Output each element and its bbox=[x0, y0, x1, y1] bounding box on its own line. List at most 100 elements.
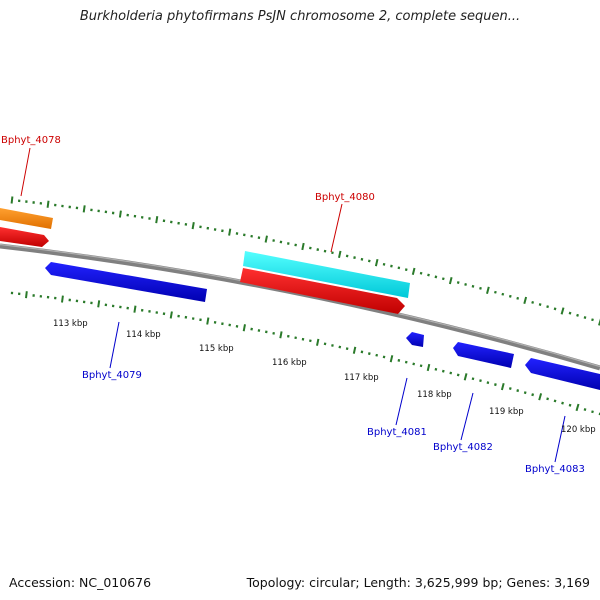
major-tick bbox=[560, 307, 565, 315]
major-tick bbox=[538, 393, 543, 401]
minor-tick bbox=[272, 331, 275, 335]
major-tick bbox=[169, 311, 173, 319]
label-bphyt-4079[interactable]: Bphyt_4079 bbox=[82, 370, 142, 381]
label-bphyt-4078[interactable]: Bphyt_4078 bbox=[1, 135, 61, 146]
minor-tick bbox=[404, 268, 408, 272]
major-tick bbox=[301, 242, 305, 251]
major-tick bbox=[46, 200, 50, 208]
major-tick bbox=[500, 382, 505, 391]
minor-tick bbox=[546, 305, 549, 309]
gene-bphyt-4080[interactable] bbox=[240, 268, 405, 314]
minor-tick bbox=[568, 403, 572, 407]
leader-bphyt-4082 bbox=[460, 392, 474, 441]
minor-tick bbox=[272, 239, 275, 242]
minor-tick bbox=[250, 234, 253, 238]
minor-tick bbox=[456, 281, 460, 284]
gene-orange-feature[interactable] bbox=[0, 208, 53, 229]
major-tick bbox=[133, 305, 137, 313]
scale-label: 114 kbp bbox=[126, 330, 161, 340]
minor-tick bbox=[479, 379, 482, 383]
major-tick bbox=[575, 403, 580, 412]
major-tick bbox=[279, 331, 283, 339]
minor-tick bbox=[360, 350, 364, 354]
outer-tick-track bbox=[10, 196, 600, 326]
major-tick bbox=[374, 258, 379, 267]
minor-tick bbox=[464, 283, 467, 286]
leader-bphyt-4081 bbox=[395, 377, 408, 426]
gene-bphyt-4082[interactable] bbox=[453, 342, 514, 368]
major-tick bbox=[426, 363, 431, 372]
major-tick bbox=[118, 210, 122, 218]
major-tick bbox=[25, 291, 28, 299]
major-tick bbox=[10, 196, 14, 204]
minor-tick bbox=[390, 264, 393, 268]
minor-tick bbox=[591, 410, 594, 414]
minor-tick bbox=[516, 296, 520, 300]
topology-text: Topology: circular; Length: 3,625,999 bp… bbox=[246, 575, 590, 590]
minor-tick bbox=[397, 358, 401, 362]
minor-tick bbox=[345, 347, 349, 351]
label-bphyt-4082[interactable]: Bphyt_4082 bbox=[433, 442, 493, 453]
gene-bphyt-4079[interactable] bbox=[45, 262, 207, 302]
label-bphyt-4081[interactable]: Bphyt_4081 bbox=[367, 427, 427, 438]
minor-tick bbox=[449, 371, 453, 375]
major-tick bbox=[97, 300, 101, 308]
minor-tick bbox=[553, 307, 557, 311]
gene-cyan-feature[interactable] bbox=[243, 251, 410, 298]
minor-tick bbox=[508, 387, 512, 390]
minor-tick bbox=[441, 369, 445, 373]
minor-tick bbox=[309, 339, 312, 343]
minor-tick bbox=[279, 240, 283, 244]
minor-tick bbox=[456, 373, 460, 377]
minor-tick bbox=[427, 273, 430, 277]
minor-tick bbox=[568, 311, 572, 315]
minor-tick bbox=[375, 353, 379, 357]
major-tick bbox=[448, 276, 453, 285]
minor-tick bbox=[516, 389, 520, 393]
major-tick bbox=[352, 346, 357, 354]
scale-label: 116 kbp bbox=[272, 358, 307, 368]
minor-tick bbox=[546, 397, 549, 401]
minor-tick bbox=[486, 381, 490, 385]
minor-tick bbox=[397, 266, 401, 270]
minor-tick bbox=[494, 383, 497, 387]
scale-label: 117 kbp bbox=[344, 373, 379, 383]
minor-tick bbox=[494, 290, 497, 294]
minor-tick bbox=[382, 262, 386, 266]
scale-label: 115 kbp bbox=[199, 344, 234, 354]
gene-bphyt-4083[interactable] bbox=[525, 358, 600, 390]
minor-tick bbox=[323, 342, 327, 346]
label-bphyt-4083[interactable]: Bphyt_4083 bbox=[525, 464, 585, 475]
major-tick bbox=[155, 216, 159, 224]
gene-bphyt-4081[interactable] bbox=[406, 332, 424, 347]
major-tick bbox=[206, 317, 210, 325]
minor-tick bbox=[345, 254, 349, 258]
minor-tick bbox=[583, 408, 587, 411]
leader-bphyt-4079 bbox=[109, 321, 120, 369]
minor-tick bbox=[257, 329, 261, 332]
minor-tick bbox=[434, 275, 438, 279]
minor-tick bbox=[412, 362, 416, 366]
major-tick bbox=[486, 286, 490, 294]
accession-text: Accession: NC_010676 bbox=[9, 575, 152, 590]
minor-tick bbox=[367, 259, 371, 263]
minor-tick bbox=[538, 303, 542, 306]
inner-tick-track bbox=[10, 291, 600, 416]
minor-tick bbox=[471, 377, 475, 381]
map-title: Burkholderia phytofirmans PsJN chromosom… bbox=[79, 9, 521, 24]
major-tick bbox=[338, 250, 342, 259]
minor-tick bbox=[501, 292, 505, 296]
major-tick bbox=[598, 318, 600, 326]
minor-tick bbox=[331, 251, 334, 255]
minor-tick bbox=[360, 257, 364, 261]
minor-tick bbox=[471, 284, 475, 288]
minor-tick bbox=[294, 336, 297, 340]
minor-tick bbox=[419, 364, 423, 368]
gene-bphyt-4078[interactable] bbox=[0, 227, 49, 247]
label-bphyt-4080[interactable]: Bphyt_4080 bbox=[315, 192, 375, 203]
major-tick bbox=[191, 222, 195, 230]
minor-tick bbox=[338, 345, 342, 349]
major-tick bbox=[411, 267, 416, 276]
minor-tick bbox=[331, 344, 334, 347]
